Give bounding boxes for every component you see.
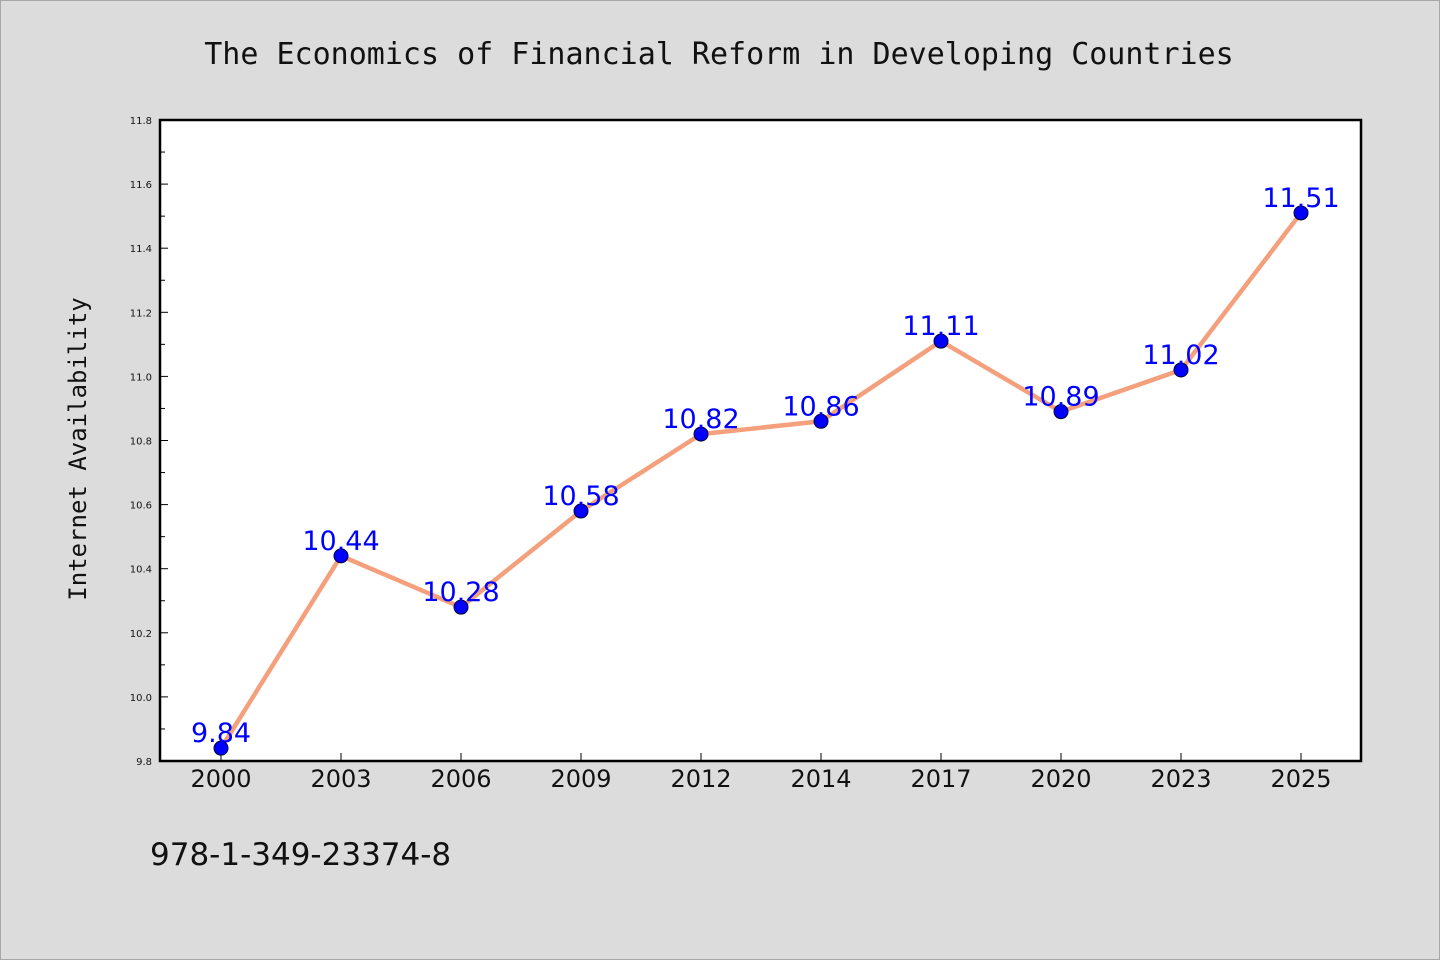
data-label: 10.58 bbox=[542, 481, 619, 512]
y-tick-label: 9.8 bbox=[136, 757, 152, 768]
x-tick-label: 2023 bbox=[1150, 765, 1211, 793]
series-line bbox=[218, 210, 1304, 751]
y-tick-label: 11.0 bbox=[130, 372, 152, 383]
x-tick-label: 2020 bbox=[1030, 765, 1091, 793]
x-tick-label: 2000 bbox=[190, 765, 251, 793]
data-point bbox=[1053, 404, 1069, 420]
x-tick-label: 2009 bbox=[550, 765, 611, 793]
data-point bbox=[693, 426, 709, 442]
isbn-footer: 978-1-349-23374-8 bbox=[150, 837, 451, 873]
data-label: 9.84 bbox=[191, 718, 251, 749]
y-tick-label: 11.8 bbox=[130, 116, 152, 127]
x-tick-label: 2012 bbox=[670, 765, 731, 793]
x-tick-label: 2003 bbox=[310, 765, 371, 793]
data-label: 10.44 bbox=[302, 526, 379, 557]
y-tick-label: 11.4 bbox=[130, 244, 152, 255]
plot-frame bbox=[158, 118, 1363, 763]
data-point bbox=[1293, 205, 1309, 221]
y-tick-label: 10.2 bbox=[130, 629, 152, 640]
x-tick-label: 2006 bbox=[430, 765, 491, 793]
data-label: 11.02 bbox=[1142, 340, 1219, 371]
y-tick-label: 10.8 bbox=[130, 437, 152, 448]
x-tick-label: 2025 bbox=[1270, 765, 1331, 793]
y-tick-label: 10.6 bbox=[130, 501, 152, 512]
data-label: 10.89 bbox=[1022, 382, 1099, 413]
data-label: 11.51 bbox=[1262, 183, 1339, 214]
y-tick-label: 11.2 bbox=[130, 308, 152, 319]
y-tick-label: 11.6 bbox=[130, 180, 152, 191]
y-tick-label: 10.4 bbox=[130, 565, 152, 576]
data-point bbox=[213, 740, 229, 756]
data-point bbox=[933, 333, 949, 349]
data-point bbox=[333, 548, 349, 564]
data-point bbox=[453, 599, 469, 615]
data-point bbox=[1173, 362, 1189, 378]
y-axis-label: Internet Availability bbox=[64, 297, 92, 600]
data-label: 10.86 bbox=[782, 391, 859, 422]
x-tick-label: 2014 bbox=[790, 765, 851, 793]
data-label: 10.28 bbox=[422, 577, 499, 608]
data-label: 10.82 bbox=[662, 404, 739, 435]
data-point bbox=[573, 503, 589, 519]
plot-area bbox=[160, 120, 1361, 761]
data-label: 11.11 bbox=[902, 311, 979, 342]
chart-title: The Economics of Financial Reform in Dev… bbox=[204, 37, 1234, 72]
x-tick-label: 2017 bbox=[910, 765, 971, 793]
y-tick-label: 10.0 bbox=[130, 693, 152, 704]
data-point bbox=[813, 413, 829, 429]
chart-marks: 9.8 10.0 10.2 10.4 10.6 10.8 11.0 11.2 11.4 11.6 1… bbox=[130, 116, 1340, 793]
